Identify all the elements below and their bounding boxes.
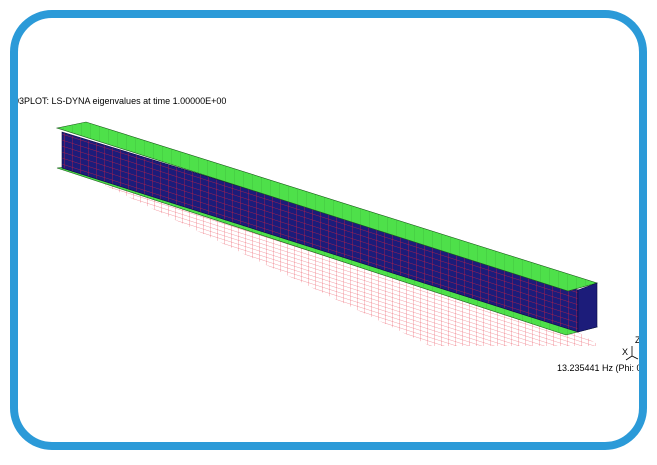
axis-triad: Z X xyxy=(622,335,641,361)
y-axis xyxy=(631,355,639,360)
x-label: X xyxy=(622,347,628,357)
beam-end xyxy=(577,282,598,333)
z-label: Z xyxy=(635,335,641,345)
plot-title: 03PLOT: LS-DYNA eigenvalues at time 1.00… xyxy=(14,96,226,106)
viewport: 03PLOT: LS-DYNA eigenvalues at time 1.00… xyxy=(10,10,647,450)
frequency-label: 13.235441 Hz (Phi: 0. xyxy=(557,363,644,373)
x-axis xyxy=(625,355,633,361)
frame-border xyxy=(10,10,647,450)
